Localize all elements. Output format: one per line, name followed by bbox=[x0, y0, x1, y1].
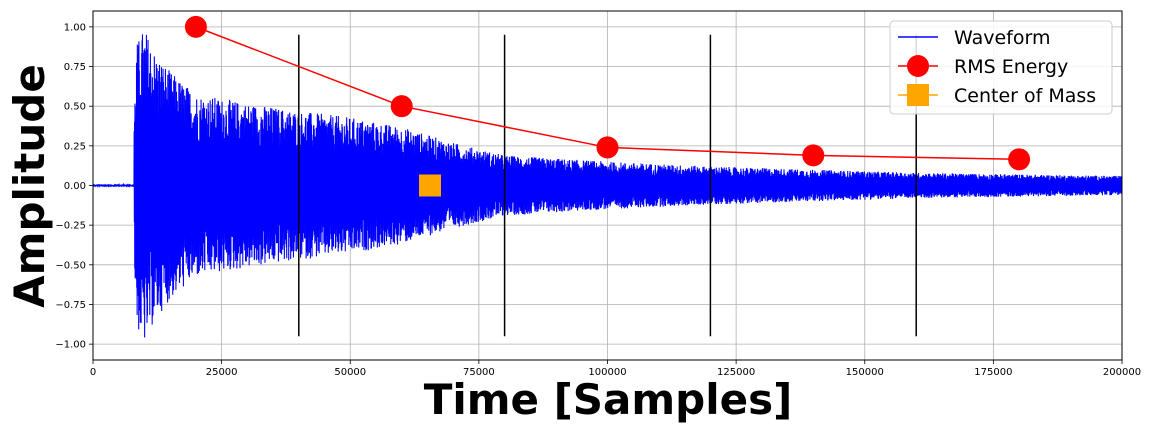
y-tick-label: −0.50 bbox=[55, 260, 86, 271]
x-tick-label: 100000 bbox=[588, 367, 626, 378]
waveform-series bbox=[92, 34, 1123, 338]
x-tick-label: 75000 bbox=[463, 367, 495, 378]
legend-rms-marker-icon bbox=[907, 55, 929, 77]
legend-com-marker-icon bbox=[907, 84, 929, 106]
y-tick-label: −1.00 bbox=[55, 340, 86, 351]
x-tick-label: 150000 bbox=[846, 367, 884, 378]
y-tick-label: 0.25 bbox=[64, 141, 86, 152]
x-axis-ticks: 0 25000 50000 75000 100000 125000 150000 175000… bbox=[90, 360, 1141, 378]
legend-entry-waveform: Waveform bbox=[898, 27, 1050, 49]
x-tick-label: 0 bbox=[90, 367, 96, 378]
y-tick-label: 1.00 bbox=[64, 22, 86, 33]
center-of-mass-point bbox=[418, 174, 441, 197]
x-tick-label: 175000 bbox=[974, 367, 1012, 378]
waveform-line bbox=[92, 34, 1123, 338]
rms-energy-point bbox=[1008, 148, 1031, 171]
center-of-mass-series bbox=[418, 174, 441, 197]
legend-entry-rms-energy: RMS Energy bbox=[898, 55, 1068, 78]
y-axis-ticks: 1.00 0.75 0.50 0.25 0.00 −0.25 −0.50 −0.75 −1.00 bbox=[55, 22, 93, 351]
legend-com-label: Center of Mass bbox=[954, 85, 1096, 107]
x-axis-label: Time [Samples] bbox=[424, 375, 793, 424]
rms-energy-series bbox=[184, 15, 1031, 171]
x-tick-label: 25000 bbox=[206, 367, 238, 378]
legend-box bbox=[889, 20, 1113, 115]
x-tick-label: 200000 bbox=[1103, 367, 1141, 378]
legend-entry-center-of-mass: Center of Mass bbox=[898, 84, 1096, 107]
rms-energy-point bbox=[390, 95, 413, 118]
y-tick-label: −0.75 bbox=[55, 300, 86, 311]
y-tick-label: −0.25 bbox=[55, 221, 86, 232]
y-tick-label: 0.00 bbox=[64, 181, 86, 192]
rms-energy-point bbox=[802, 144, 825, 167]
rms-energy-point bbox=[596, 136, 619, 159]
x-tick-label: 50000 bbox=[334, 367, 366, 378]
x-tick-label: 125000 bbox=[717, 367, 755, 378]
y-axis-label: Amplitude bbox=[5, 64, 54, 308]
legend-waveform-label: Waveform bbox=[954, 27, 1050, 49]
y-tick-label: 0.75 bbox=[64, 62, 86, 73]
rms-energy-point bbox=[184, 15, 207, 38]
legend-rms-label: RMS Energy bbox=[954, 56, 1068, 78]
y-tick-label: 0.50 bbox=[64, 102, 86, 113]
legend: Waveform RMS Energy Center of Mass bbox=[889, 20, 1113, 115]
